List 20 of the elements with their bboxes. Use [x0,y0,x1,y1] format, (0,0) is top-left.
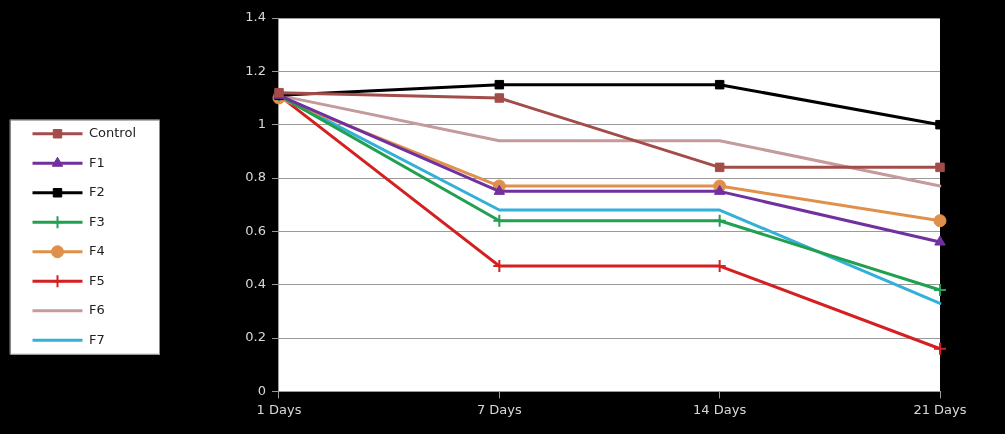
y-tick-label: 0.4 [245,276,266,292]
x-tick-label: 21 Days [913,401,967,417]
legend-label: F2 [89,184,105,200]
y-tick-label: 0.2 [245,329,266,345]
x-tick-label: 14 Days [693,401,747,417]
legend-label: F7 [89,331,105,347]
y-tick-label: 1.2 [245,62,266,78]
legend-label: F3 [89,213,105,229]
y-tick-label: 0 [257,382,266,398]
legend-label: F4 [89,243,105,259]
x-tick-label: 7 Days [476,401,522,417]
legend-label: F6 [89,302,105,318]
legend-label: F1 [89,154,105,170]
legend-label: F5 [89,272,105,288]
y-tick-label: 1.4 [245,9,266,25]
y-tick-label: 0.6 [245,222,266,238]
y-tick-label: 1 [257,116,266,132]
legend-label: Control [89,125,136,141]
x-tick-label: 1 Days [256,401,302,417]
y-tick-label: 0.8 [245,169,266,185]
